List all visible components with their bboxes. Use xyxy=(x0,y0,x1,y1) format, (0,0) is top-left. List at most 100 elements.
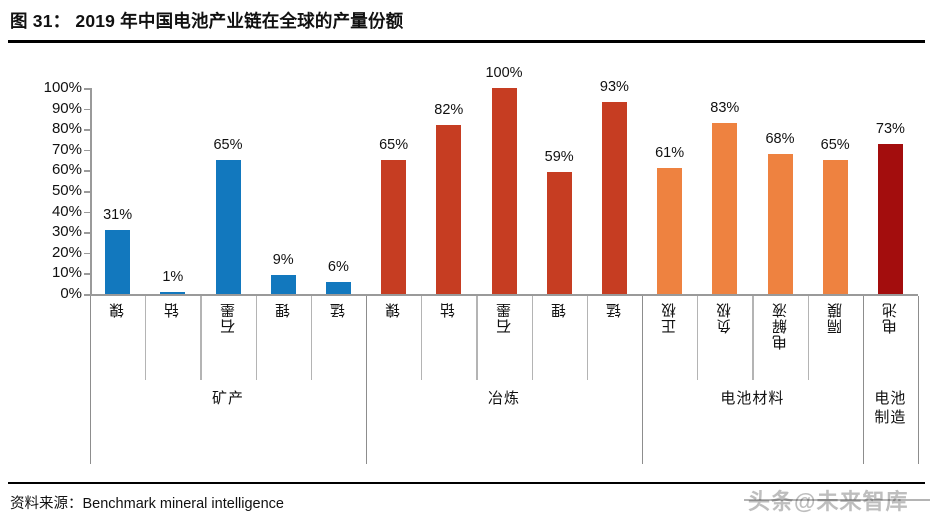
x-axis-category-label: 负极 xyxy=(699,302,751,380)
y-axis-tick-mark xyxy=(84,191,91,193)
y-axis-tick-mark xyxy=(84,108,91,111)
y-axis-tick-label: 100% xyxy=(43,79,82,96)
bar xyxy=(491,88,517,294)
group-label: 冶炼 xyxy=(487,390,520,407)
y-axis-tick-label: 30% xyxy=(51,223,82,241)
x-axis-category-text: 锰 xyxy=(329,302,347,318)
bar xyxy=(767,153,793,294)
x-axis-baseline xyxy=(90,294,918,296)
bar xyxy=(270,275,296,294)
bar xyxy=(877,143,903,294)
x-axis-category-label: 钴 xyxy=(423,302,475,380)
y-axis-tick-mark xyxy=(84,129,91,131)
group-label: 矿产 xyxy=(211,390,244,407)
bar-value-label: 59% xyxy=(544,149,574,166)
header-divider xyxy=(8,40,925,43)
group-separator xyxy=(366,296,368,464)
x-axis-category-label: 锂 xyxy=(257,302,309,380)
bar xyxy=(105,230,131,294)
y-axis-tick-label: 60% xyxy=(51,161,82,179)
page-title: 图 31： 2019 年中国电池产业链在全球的产量份额 xyxy=(10,11,404,31)
category-separator xyxy=(807,296,809,380)
bar xyxy=(822,160,848,294)
y-axis-tick-label: 20% xyxy=(51,243,82,261)
x-axis-category-text: 石墨 xyxy=(219,302,237,334)
y-axis-tick-mark xyxy=(84,149,91,152)
x-axis-category-text: 正极 xyxy=(661,302,679,334)
bar xyxy=(215,160,241,294)
y-axis-tick-label: 0% xyxy=(60,285,82,302)
watermark-strikethrough xyxy=(744,499,930,501)
x-axis-category-text: 锂 xyxy=(274,302,292,318)
x-axis-category-text: 镍 xyxy=(385,302,403,318)
bar-value-label: 68% xyxy=(765,130,795,147)
category-separator xyxy=(255,296,257,380)
x-axis-category-label: 石墨 xyxy=(202,302,254,380)
group-separator xyxy=(90,296,92,464)
group-separator xyxy=(918,296,920,464)
x-axis-category-text: 隔膜 xyxy=(826,302,844,334)
y-axis-tick-label: 50% xyxy=(51,182,82,199)
bar xyxy=(546,172,572,294)
x-axis-category-label: 钴 xyxy=(147,302,199,380)
y-axis-tick-mark xyxy=(84,273,91,275)
bar-value-label: 65% xyxy=(820,137,850,154)
bar-value-label: 93% xyxy=(599,79,629,96)
x-axis-category-text: 负极 xyxy=(716,302,734,334)
y-axis-tick-mark xyxy=(84,252,91,255)
watermark: 头条@未来智库 xyxy=(748,489,909,514)
y-axis-tick-mark xyxy=(84,211,91,214)
bar-value-label: 61% xyxy=(655,145,685,162)
x-axis-category-label: 锰 xyxy=(312,302,364,380)
x-axis-category-text: 钴 xyxy=(440,302,458,318)
y-axis-tick-label: 90% xyxy=(51,99,82,117)
x-axis-category-label: 镍 xyxy=(92,302,144,380)
y-axis-tick-label: 40% xyxy=(51,202,82,220)
bar-value-label: 31% xyxy=(103,207,133,224)
group-label: 电池材料 xyxy=(720,390,785,407)
x-axis-category-text: 电解液 xyxy=(771,302,789,350)
group-separator xyxy=(642,296,644,464)
x-axis-category-label: 石墨 xyxy=(478,302,530,380)
x-axis-category-label: 电池 xyxy=(864,302,916,380)
x-axis-category-text: 镍 xyxy=(109,302,127,318)
bar-value-label: 6% xyxy=(327,258,349,275)
category-separator xyxy=(200,296,202,380)
bar-chart: 0% 10% 20% 30% 40% 50% 60% 70% 80% 90% 100% 31% 1% 6… xyxy=(0,44,933,464)
x-axis-category-label: 正极 xyxy=(644,302,696,380)
category-separator xyxy=(421,296,423,380)
category-separator xyxy=(697,296,699,380)
category-separator xyxy=(145,296,147,380)
bar xyxy=(601,102,627,294)
bar xyxy=(160,291,186,294)
bar xyxy=(381,160,407,294)
bar-value-label: 100% xyxy=(485,65,523,81)
x-axis-category-text: 锂 xyxy=(550,302,568,318)
group-label: 电池 制造 xyxy=(874,390,907,426)
bar xyxy=(436,125,462,294)
x-axis-category-text: 钴 xyxy=(164,302,182,318)
category-separator xyxy=(476,296,478,380)
category-separator xyxy=(531,296,533,380)
y-axis-tick-label: 80% xyxy=(51,120,82,138)
footer-divider xyxy=(8,482,925,484)
figure-header: 图 31： 2019 年中国电池产业链在全球的产量份额 xyxy=(0,0,933,44)
bar-value-label: 9% xyxy=(272,252,294,269)
y-axis-tick-label: 10% xyxy=(51,264,82,282)
category-separator xyxy=(310,296,312,380)
group-separator xyxy=(862,296,864,464)
bar-value-label: 65% xyxy=(379,137,409,154)
x-axis-category-text: 电池 xyxy=(881,302,899,334)
x-axis-category-label: 电解液 xyxy=(754,302,806,380)
category-separator xyxy=(752,296,754,380)
x-axis-category-label: 锰 xyxy=(588,302,640,380)
bar-value-label: 82% xyxy=(434,102,464,119)
source-note: 资料来源：Benchmark mineral intelligence xyxy=(10,496,284,512)
x-axis-category-label: 镍 xyxy=(368,302,420,380)
x-axis-category-label: 隔膜 xyxy=(809,302,861,380)
bar xyxy=(325,281,351,294)
bar xyxy=(657,168,683,294)
bar xyxy=(712,123,738,294)
bar-value-label: 73% xyxy=(875,120,905,137)
y-axis-tick-mark xyxy=(84,294,91,296)
